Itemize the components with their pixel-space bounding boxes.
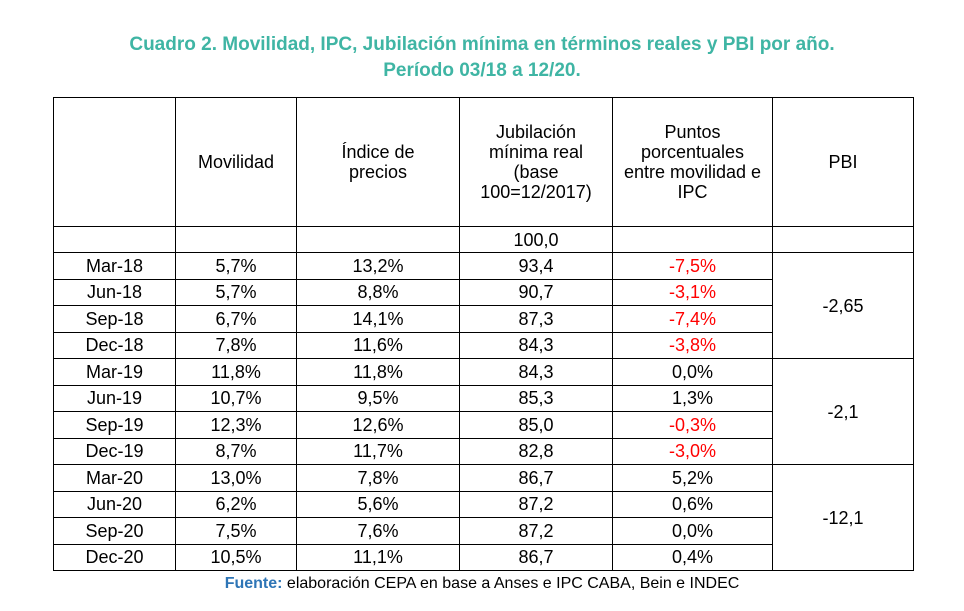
- cell-period: Sep-20: [53, 517, 176, 545]
- cell-puntos: -0,3%: [612, 411, 773, 439]
- cell-movilidad: 11,8%: [175, 358, 297, 386]
- table-row: Dec-18 7,8% 11,6% 84,3 -3,8%: [53, 331, 914, 359]
- cell-period: Jun-20: [53, 490, 176, 518]
- table-row: Jun-19 10,7% 9,5% 85,3 1,3%: [53, 384, 914, 412]
- cell-period: Jun-18: [53, 278, 176, 306]
- cell-ipc: 11,1%: [296, 543, 460, 571]
- table-row: Sep-19 12,3% 12,6% 85,0 -0,3%: [53, 411, 914, 439]
- cell-movilidad: 13,0%: [175, 464, 297, 492]
- cell-period: Dec-20: [53, 543, 176, 571]
- cell-movilidad: 6,7%: [175, 305, 297, 333]
- cell-puntos: -3,8%: [612, 331, 773, 359]
- cell-period: Mar-19: [53, 358, 176, 386]
- cell-puntos: -3,1%: [612, 278, 773, 306]
- cell-puntos: -7,5%: [612, 252, 773, 280]
- header-jubilacion: Jubilación mínima real (base 100=12/2017…: [459, 97, 613, 227]
- header-movilidad: Movilidad: [175, 97, 297, 227]
- cell-ipc: 11,7%: [296, 437, 460, 465]
- cell-jubilacion: 87,2: [459, 490, 613, 518]
- cell-ipc: 7,6%: [296, 517, 460, 545]
- cell-jubilacion: 86,7: [459, 464, 613, 492]
- header-puntos: Puntos porcentuales entre movilidad e IP…: [612, 97, 773, 227]
- header-pbi: PBI: [772, 97, 914, 227]
- title-line-1: Cuadro 2. Movilidad, IPC, Jubilación mín…: [129, 34, 835, 55]
- header-period: [53, 97, 176, 227]
- cell-ipc: 13,2%: [296, 252, 460, 280]
- cell-movilidad: 5,7%: [175, 252, 297, 280]
- base-row: 100,0: [53, 226, 914, 253]
- cell-period: Sep-19: [53, 411, 176, 439]
- cell-movilidad: 7,8%: [175, 331, 297, 359]
- cell-period: Dec-18: [53, 331, 176, 359]
- cell-pbi: -2,65: [772, 252, 914, 359]
- cell-period: Mar-18: [53, 252, 176, 280]
- cell-period: Dec-19: [53, 437, 176, 465]
- cell-jubilacion: 85,0: [459, 411, 613, 439]
- header-row: Movilidad Índice de precios Jubilación m…: [53, 97, 914, 227]
- cell-puntos: 0,4%: [612, 543, 773, 571]
- cell-movilidad: 12,3%: [175, 411, 297, 439]
- source-note: Fuente: elaboración CEPA en base a Anses…: [0, 574, 964, 594]
- cell-jubilacion: 87,2: [459, 517, 613, 545]
- table-row: Mar-19 11,8% 11,8% 84,3 0,0% -2,1: [53, 358, 914, 465]
- cell-puntos: -3,0%: [612, 437, 773, 465]
- source-label: Fuente:: [224, 575, 283, 592]
- cell-puntos: -7,4%: [612, 305, 773, 333]
- cell-puntos: 0,0%: [612, 517, 773, 545]
- cell-ipc: 14,1%: [296, 305, 460, 333]
- cell-jubilacion: 84,3: [459, 331, 613, 359]
- cell-jubilacion: 86,7: [459, 543, 613, 571]
- base-puntos: [612, 226, 773, 253]
- cell-movilidad: 6,2%: [175, 490, 297, 518]
- cell-puntos: 1,3%: [612, 384, 773, 412]
- cell-movilidad: 10,5%: [175, 543, 297, 571]
- cell-pbi: -2,1: [772, 358, 914, 465]
- cell-movilidad: 5,7%: [175, 278, 297, 306]
- base-movilidad: [175, 226, 297, 253]
- source-text: elaboración CEPA en base a Anses e IPC C…: [282, 575, 740, 592]
- cell-period: Jun-19: [53, 384, 176, 412]
- table-row: Jun-18 5,7% 8,8% 90,7 -3,1%: [53, 278, 914, 306]
- cell-jubilacion: 84,3: [459, 358, 613, 386]
- cell-period: Sep-18: [53, 305, 176, 333]
- header-ipc: Índice de precios: [296, 97, 460, 227]
- table-title: Cuadro 2. Movilidad, IPC, Jubilación mín…: [0, 32, 964, 84]
- cell-jubilacion: 85,3: [459, 384, 613, 412]
- title-line-2: Período 03/18 a 12/20.: [383, 60, 581, 81]
- cell-ipc: 7,8%: [296, 464, 460, 492]
- cell-movilidad: 8,7%: [175, 437, 297, 465]
- data-table: Movilidad Índice de precios Jubilación m…: [53, 97, 914, 571]
- table-row: Dec-19 8,7% 11,7% 82,8 -3,0%: [53, 437, 914, 465]
- cell-period: Mar-20: [53, 464, 176, 492]
- cell-pbi: -12,1: [772, 464, 914, 571]
- base-ipc: [296, 226, 460, 253]
- base-pbi: [772, 226, 914, 253]
- cell-jubilacion: 87,3: [459, 305, 613, 333]
- cell-puntos: 0,6%: [612, 490, 773, 518]
- cell-ipc: 12,6%: [296, 411, 460, 439]
- cell-ipc: 11,8%: [296, 358, 460, 386]
- table-row: Mar-20 13,0% 7,8% 86,7 5,2% -12,1: [53, 464, 914, 571]
- cell-ipc: 8,8%: [296, 278, 460, 306]
- cell-movilidad: 7,5%: [175, 517, 297, 545]
- cell-jubilacion: 82,8: [459, 437, 613, 465]
- cell-puntos: 5,2%: [612, 464, 773, 492]
- base-period: [53, 226, 176, 253]
- cell-ipc: 11,6%: [296, 331, 460, 359]
- base-jubilacion: 100,0: [459, 226, 613, 253]
- cell-ipc: 9,5%: [296, 384, 460, 412]
- cell-ipc: 5,6%: [296, 490, 460, 518]
- table-row: Dec-20 10,5% 11,1% 86,7 0,4%: [53, 543, 914, 571]
- cell-jubilacion: 90,7: [459, 278, 613, 306]
- table-row: Sep-18 6,7% 14,1% 87,3 -7,4%: [53, 305, 914, 333]
- cell-puntos: 0,0%: [612, 358, 773, 386]
- cell-jubilacion: 93,4: [459, 252, 613, 280]
- cell-movilidad: 10,7%: [175, 384, 297, 412]
- table-row: Mar-18 5,7% 13,2% 93,4 -7,5% -2,65: [53, 252, 914, 359]
